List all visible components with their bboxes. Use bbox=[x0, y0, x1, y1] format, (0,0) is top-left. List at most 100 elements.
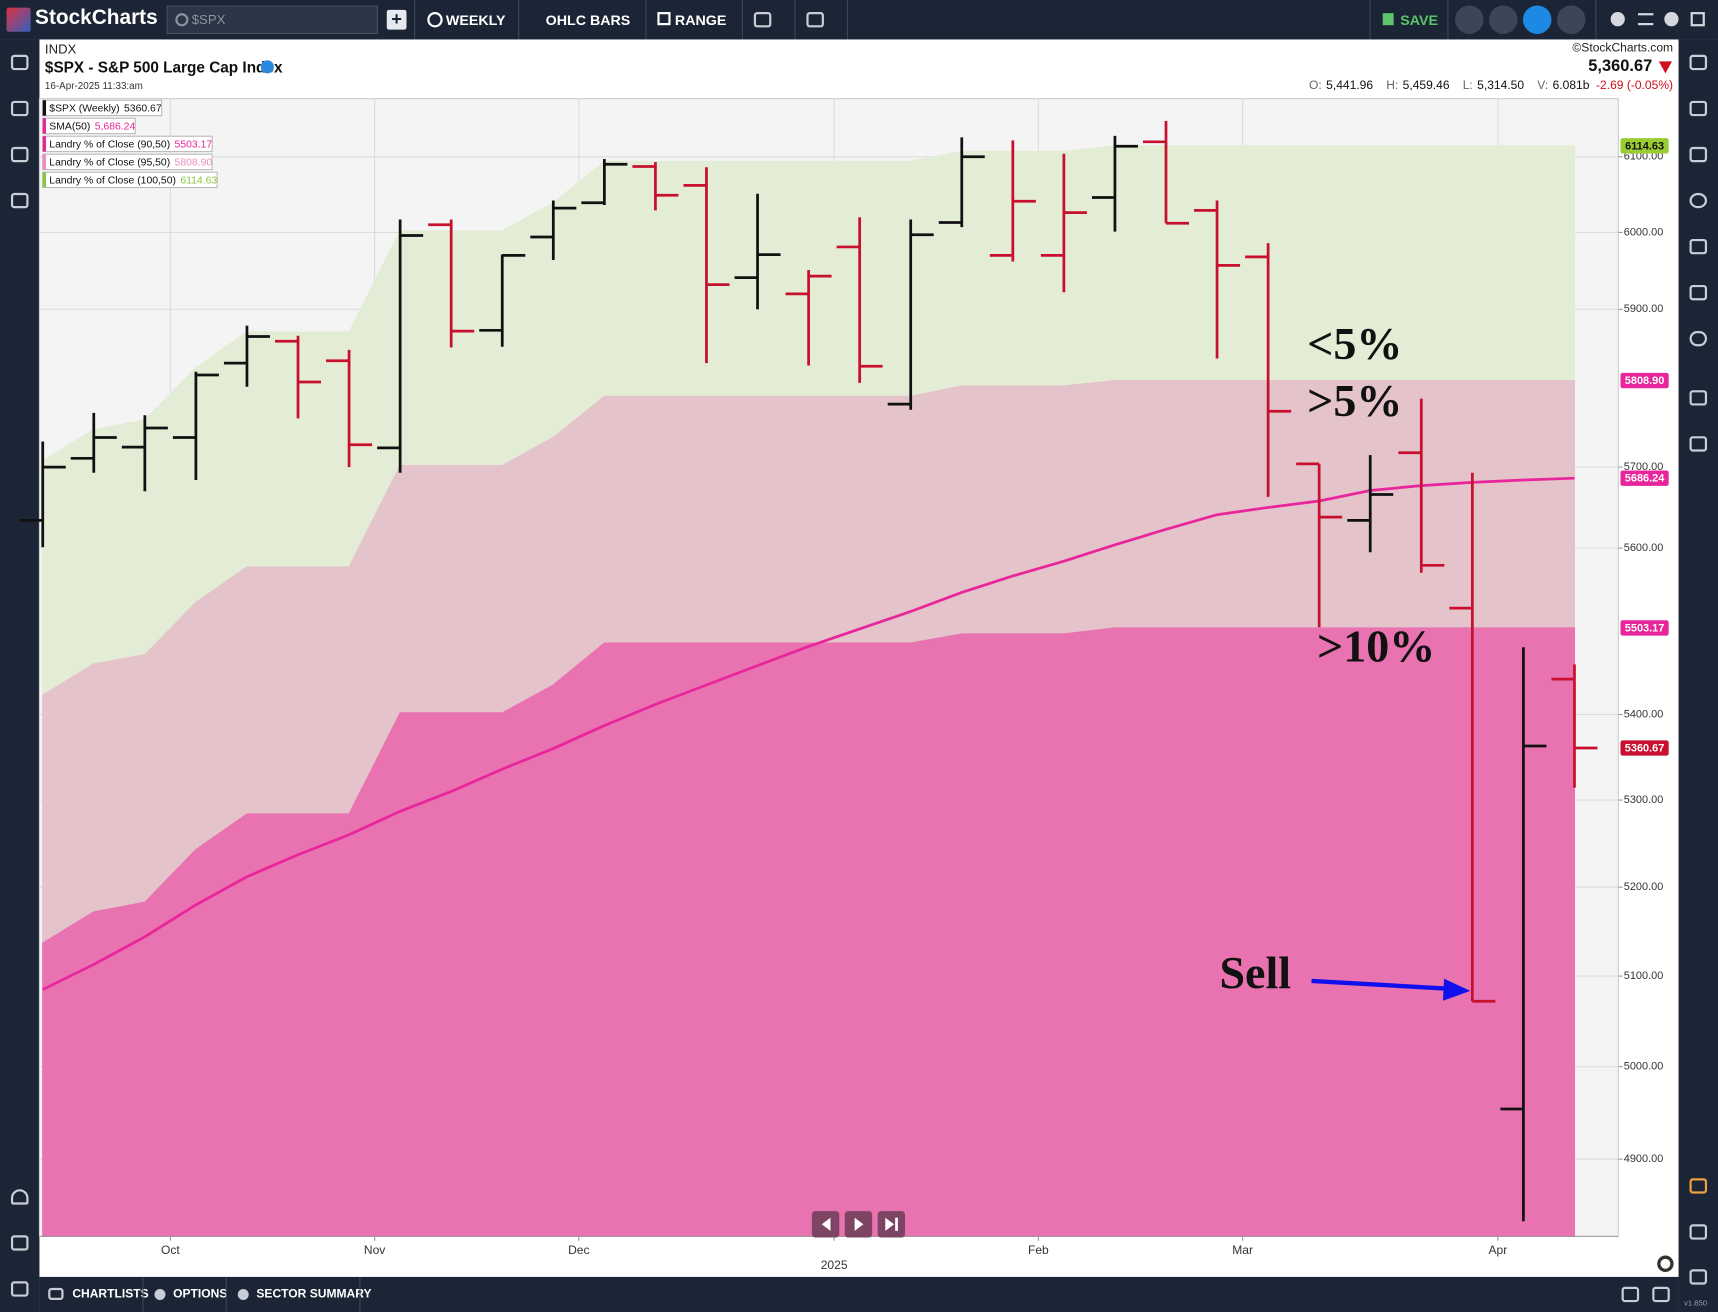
y-tick-label: 4900.00 bbox=[1624, 1153, 1664, 1165]
options-tab[interactable]: OPTIONS bbox=[173, 1287, 228, 1302]
rocket-icon[interactable] bbox=[1689, 238, 1708, 255]
range-button[interactable]: RANGE bbox=[674, 12, 727, 29]
quote-value: 5,459.46 bbox=[1402, 78, 1450, 93]
price-tag-label: 5360.67 bbox=[1625, 742, 1665, 754]
annotation: Sell bbox=[1219, 947, 1291, 998]
alert-icon[interactable] bbox=[10, 1189, 29, 1205]
save-button[interactable]: SAVE bbox=[1400, 12, 1438, 29]
dollar-icon[interactable] bbox=[1689, 390, 1708, 406]
scan-icon[interactable] bbox=[1689, 146, 1708, 163]
window-icon[interactable] bbox=[1689, 1269, 1708, 1285]
brand-icon[interactable] bbox=[1689, 1178, 1708, 1194]
x-tick-label: Apr bbox=[1489, 1243, 1508, 1257]
legend-swatch bbox=[42, 136, 47, 152]
exchange: INDX bbox=[44, 41, 77, 57]
help-icon[interactable] bbox=[1664, 12, 1679, 27]
price-tag bbox=[1620, 470, 1669, 486]
crosshair-button[interactable] bbox=[1489, 5, 1518, 34]
separator bbox=[225, 1276, 227, 1312]
grid-icon[interactable] bbox=[10, 192, 29, 209]
fullscreen-button[interactable] bbox=[1556, 5, 1586, 34]
period-button[interactable]: WEEKLY bbox=[445, 12, 506, 29]
price-tag bbox=[1620, 740, 1669, 756]
x-tick-label: Mar bbox=[1232, 1243, 1253, 1257]
legend-entry: $SPX (Weekly) 5360.67 bbox=[49, 103, 162, 114]
timestamp: 16-Apr-2025 11:33:am bbox=[44, 80, 143, 91]
separator bbox=[142, 1276, 144, 1312]
search-box[interactable] bbox=[166, 5, 379, 34]
price-change: -2.69 (-0.05%) bbox=[1596, 78, 1674, 93]
camera-icon[interactable] bbox=[10, 1281, 29, 1297]
legend-swatch bbox=[42, 118, 47, 134]
y-tick-label: 5900.00 bbox=[1624, 303, 1664, 315]
legend-entry: Landry % of Close (90,50) 5503.17 bbox=[49, 139, 212, 150]
chartlists-tab[interactable]: CHARTLISTS bbox=[72, 1287, 149, 1302]
trophy-icon[interactable] bbox=[1689, 284, 1708, 301]
legend-entry: Landry % of Close (95,50) 5808.90 bbox=[49, 157, 212, 168]
menu-icon[interactable] bbox=[1638, 13, 1654, 26]
layout-icon[interactable] bbox=[806, 12, 824, 28]
sector-summary-tab[interactable]: SECTOR SUMMARY bbox=[256, 1287, 372, 1302]
cloud-icon[interactable] bbox=[1689, 331, 1708, 347]
chart-type-button[interactable]: OHLC BARS bbox=[545, 12, 631, 29]
cursor-button[interactable] bbox=[1522, 5, 1552, 34]
news-icon[interactable] bbox=[1689, 54, 1708, 71]
separator bbox=[518, 0, 520, 40]
bottom-bar bbox=[39, 1276, 1679, 1312]
settings-gear[interactable] bbox=[1657, 1255, 1674, 1272]
y-tick-label: 5300.00 bbox=[1624, 794, 1664, 806]
calendar-icon bbox=[657, 12, 671, 26]
options-icon bbox=[154, 1288, 166, 1300]
chartlists-icon bbox=[48, 1287, 64, 1300]
legend-value: 6114.63 bbox=[180, 175, 217, 186]
separator bbox=[741, 0, 743, 40]
separator bbox=[645, 0, 647, 40]
plug-icon[interactable] bbox=[1689, 1224, 1708, 1240]
logo[interactable]: StockCharts bbox=[35, 6, 158, 30]
y-tick-label: 5100.00 bbox=[1624, 970, 1664, 982]
price-tag bbox=[1620, 620, 1669, 636]
add-symbol-icon[interactable] bbox=[260, 60, 274, 74]
expand-icon[interactable] bbox=[1652, 1286, 1670, 1303]
collapse-icon[interactable] bbox=[1621, 1286, 1640, 1303]
price-tag-label: 5503.17 bbox=[1625, 622, 1665, 634]
last-price: 5,360.67 bbox=[1588, 56, 1653, 76]
panel-icon[interactable] bbox=[1690, 12, 1705, 27]
y-tick-label: 5600.00 bbox=[1624, 542, 1664, 554]
account-icon[interactable] bbox=[1610, 12, 1625, 27]
legend-value: 5808.90 bbox=[175, 157, 213, 168]
globe-icon[interactable] bbox=[1689, 192, 1708, 209]
separator bbox=[846, 0, 849, 40]
arrow-icon bbox=[821, 1217, 831, 1231]
legend-entry: Landry % of Close (100,50) 6114.63 bbox=[49, 175, 217, 186]
search-placeholder: $SPX bbox=[191, 12, 226, 28]
tools-icon[interactable] bbox=[10, 146, 29, 163]
legend-entry: SMA(50) 5,686.24 bbox=[49, 121, 135, 132]
x-tick-label: Nov bbox=[364, 1243, 385, 1257]
tiles-icon[interactable] bbox=[1689, 436, 1708, 452]
band-area bbox=[42, 627, 1576, 1237]
add-button[interactable]: + bbox=[386, 9, 407, 30]
sliders-icon[interactable] bbox=[1689, 100, 1708, 117]
legend-swatch bbox=[42, 172, 47, 188]
arrow-icon bbox=[854, 1217, 864, 1231]
indicator-icon[interactable] bbox=[753, 12, 772, 28]
annotation: <5% bbox=[1307, 318, 1402, 369]
chart-icon[interactable] bbox=[10, 100, 29, 117]
legend-value: 5,686.24 bbox=[95, 121, 136, 132]
share-icon[interactable] bbox=[10, 1235, 29, 1251]
x-tick-label: Dec bbox=[568, 1243, 589, 1257]
search-icon bbox=[175, 13, 189, 27]
price-tag-label: 6114.63 bbox=[1625, 140, 1664, 152]
separator bbox=[794, 0, 796, 40]
ruler-button[interactable] bbox=[1455, 5, 1484, 34]
y-tick-label: 5000.00 bbox=[1624, 1061, 1664, 1073]
y-tick-label: 6100.00 bbox=[1624, 151, 1664, 163]
x-tick-label: 2025 bbox=[821, 1258, 848, 1272]
legend-name: Landry % of Close (100,50) bbox=[49, 175, 176, 186]
settings-icon[interactable] bbox=[10, 54, 29, 71]
price-tag-label: 5808.90 bbox=[1625, 375, 1665, 387]
separator bbox=[414, 0, 416, 40]
symbol-title: $SPX - S&P 500 Large Cap Index bbox=[44, 58, 283, 76]
save-icon bbox=[1382, 13, 1394, 26]
